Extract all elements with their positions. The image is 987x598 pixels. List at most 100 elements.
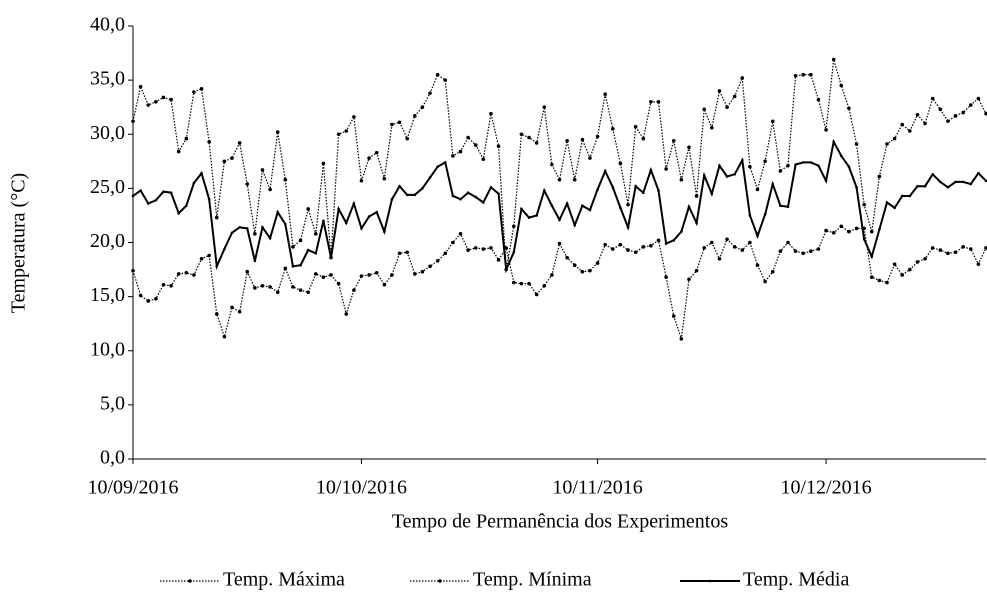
- point-marker: [360, 227, 363, 230]
- point-marker: [656, 238, 661, 243]
- point-marker: [398, 184, 401, 188]
- point-marker: [412, 272, 417, 276]
- y-tick-label: 35,0: [90, 68, 125, 90]
- point-marker: [207, 197, 211, 201]
- point-marker: [770, 119, 775, 124]
- point-marker: [671, 314, 676, 318]
- point-marker: [412, 114, 417, 118]
- point-marker: [580, 137, 585, 142]
- point-marker: [588, 156, 592, 160]
- point-marker: [367, 273, 371, 277]
- point-marker: [299, 263, 302, 267]
- point-marker: [580, 269, 585, 274]
- point-marker: [839, 83, 844, 88]
- point-marker: [611, 247, 615, 251]
- point-marker: [809, 72, 813, 77]
- point-marker: [603, 92, 607, 96]
- point-marker: [298, 238, 303, 243]
- point-marker: [527, 216, 531, 219]
- point-marker: [390, 273, 394, 277]
- y-axis-title: Temperatura (°C): [8, 173, 30, 313]
- point-marker: [733, 173, 736, 176]
- point-marker: [824, 179, 828, 183]
- point-marker: [443, 251, 448, 256]
- point-marker: [961, 245, 965, 249]
- point-marker: [223, 247, 226, 251]
- point-marker: [383, 230, 386, 233]
- point-marker: [968, 103, 973, 107]
- point-marker: [451, 154, 455, 158]
- point-marker: [725, 175, 729, 178]
- point-marker: [260, 284, 265, 288]
- point-marker: [961, 180, 965, 184]
- point-marker: [816, 247, 821, 251]
- point-marker: [451, 240, 455, 245]
- point-marker: [474, 195, 478, 199]
- point-marker: [405, 136, 409, 141]
- point-marker: [732, 94, 737, 99]
- point-marker: [976, 262, 981, 266]
- point-marker: [397, 251, 402, 256]
- point-marker: [573, 223, 577, 227]
- point-marker: [680, 230, 683, 233]
- point-marker: [969, 182, 973, 186]
- point-marker: [352, 288, 356, 292]
- point-marker: [504, 268, 508, 271]
- point-marker: [854, 226, 859, 231]
- y-tick-label: 25,0: [90, 176, 125, 198]
- point-marker: [306, 248, 310, 252]
- point-marker: [169, 97, 173, 102]
- point-marker: [466, 135, 470, 140]
- point-marker: [595, 134, 600, 139]
- point-marker: [725, 237, 729, 242]
- point-marker: [245, 269, 250, 274]
- point-marker: [679, 177, 684, 182]
- point-marker: [222, 334, 227, 339]
- point-marker: [968, 247, 973, 251]
- point-marker: [146, 202, 150, 205]
- point-marker: [421, 187, 424, 190]
- point-marker: [542, 284, 547, 288]
- point-marker: [306, 207, 310, 211]
- point-marker: [473, 143, 478, 147]
- point-marker: [718, 164, 721, 167]
- point-marker: [740, 248, 745, 252]
- legend-marker: [438, 579, 442, 583]
- legend-label: Temp. Máxima: [223, 569, 345, 591]
- point-marker: [611, 185, 615, 189]
- point-marker: [481, 247, 486, 251]
- y-tick-label: 0,0: [100, 447, 125, 469]
- point-marker: [138, 84, 143, 89]
- point-marker: [131, 268, 135, 273]
- point-marker: [390, 197, 394, 201]
- point-marker: [261, 226, 264, 229]
- point-marker: [482, 201, 485, 204]
- point-marker: [390, 122, 394, 127]
- point-marker: [603, 242, 607, 247]
- point-marker: [710, 192, 714, 196]
- point-marker: [878, 228, 881, 231]
- point-marker: [930, 96, 935, 101]
- point-marker: [374, 150, 379, 155]
- point-marker: [855, 185, 858, 189]
- point-marker: [847, 229, 851, 234]
- point-marker: [794, 163, 797, 166]
- point-marker: [199, 86, 204, 91]
- legend-label: Temp. Mínima: [473, 569, 592, 591]
- series-line: [132, 59, 987, 270]
- point-marker: [329, 273, 333, 277]
- point-marker: [512, 250, 516, 254]
- point-marker: [139, 189, 142, 192]
- x-tick-label: 10/11/2016: [552, 477, 642, 499]
- point-marker: [801, 251, 806, 256]
- x-tick-label: 10/10/2016: [316, 477, 407, 499]
- point-marker: [565, 255, 569, 260]
- point-marker: [938, 248, 943, 252]
- point-marker: [793, 73, 798, 78]
- point-marker: [359, 274, 364, 278]
- point-marker: [473, 246, 478, 250]
- point-marker: [801, 72, 806, 77]
- point-marker: [755, 263, 760, 268]
- point-marker: [694, 194, 699, 198]
- point-marker: [382, 282, 387, 287]
